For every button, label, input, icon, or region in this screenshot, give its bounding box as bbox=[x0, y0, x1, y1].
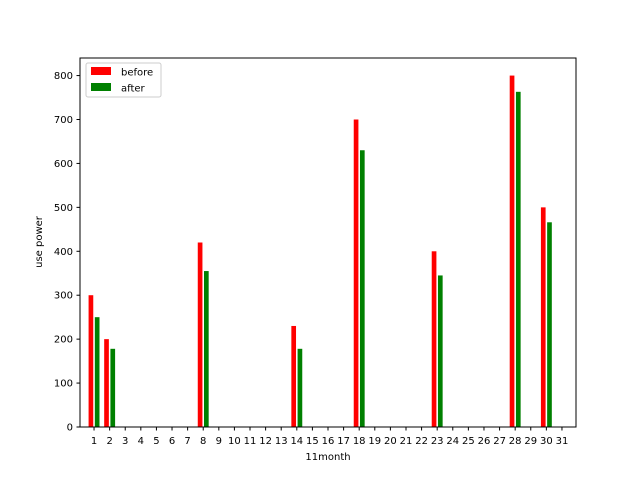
bar-before-1 bbox=[88, 295, 94, 427]
x-tick-label: 16 bbox=[322, 436, 335, 447]
x-tick-label: 20 bbox=[384, 436, 397, 447]
x-tick-label: 8 bbox=[200, 436, 206, 447]
bar-before-2 bbox=[104, 339, 109, 427]
bar-before-14 bbox=[291, 325, 297, 427]
bar-after-18 bbox=[359, 150, 365, 427]
legend-label-before: before bbox=[121, 68, 153, 79]
y-axis-ticks: 0 100 200 300 400 500 600 700 800 bbox=[54, 71, 80, 434]
bar-after-1 bbox=[94, 317, 100, 427]
y-tick-label: 200 bbox=[54, 335, 73, 346]
x-axis-label: 11month bbox=[305, 452, 350, 463]
bar-after-8 bbox=[204, 271, 209, 427]
x-tick-label: 10 bbox=[228, 436, 241, 447]
legend: before after bbox=[85, 62, 162, 98]
x-tick-label: 3 bbox=[122, 436, 128, 447]
x-tick-label: 6 bbox=[169, 436, 175, 447]
x-tick-label: 9 bbox=[216, 436, 222, 447]
bar-before-18 bbox=[353, 119, 359, 427]
y-tick-label: 100 bbox=[54, 379, 73, 390]
x-tick-label: 24 bbox=[446, 436, 459, 447]
x-tick-label: 27 bbox=[493, 436, 506, 447]
x-tick-label: 23 bbox=[431, 436, 444, 447]
y-tick-label: 400 bbox=[54, 247, 73, 258]
x-tick-label: 17 bbox=[337, 436, 350, 447]
y-axis-label: use power bbox=[34, 215, 45, 268]
x-tick-label: 29 bbox=[524, 436, 537, 447]
bar-after-30 bbox=[547, 222, 552, 427]
bar-before-8 bbox=[197, 242, 203, 427]
y-tick-label: 600 bbox=[54, 159, 73, 170]
x-tick-label: 18 bbox=[353, 436, 366, 447]
bar-before-30 bbox=[540, 207, 546, 427]
x-tick-label: 28 bbox=[509, 436, 522, 447]
legend-swatch-before bbox=[91, 67, 111, 75]
x-tick-label: 30 bbox=[540, 436, 553, 447]
x-tick-label: 13 bbox=[275, 436, 288, 447]
x-tick-label: 19 bbox=[368, 436, 381, 447]
x-tick-label: 1 bbox=[91, 436, 97, 447]
bar-before-28 bbox=[509, 75, 515, 427]
bar-after-28 bbox=[515, 91, 521, 427]
x-tick-label: 14 bbox=[290, 436, 303, 447]
bar-after-2 bbox=[110, 348, 116, 427]
bar-after-14 bbox=[297, 348, 303, 427]
x-tick-label: 26 bbox=[478, 436, 491, 447]
legend-label-after: after bbox=[121, 84, 146, 95]
x-tick-label: 7 bbox=[184, 436, 190, 447]
x-tick-label: 5 bbox=[153, 436, 159, 447]
y-tick-label: 500 bbox=[54, 203, 73, 214]
bar-before-23 bbox=[431, 251, 437, 427]
bar-after-23 bbox=[437, 275, 443, 427]
bars-layer bbox=[88, 75, 552, 427]
x-tick-label: 31 bbox=[556, 436, 569, 447]
y-tick-label: 0 bbox=[67, 423, 73, 434]
x-tick-label: 4 bbox=[138, 436, 144, 447]
x-tick-label: 2 bbox=[106, 436, 112, 447]
x-tick-label: 12 bbox=[259, 436, 272, 447]
y-tick-label: 300 bbox=[54, 291, 73, 302]
x-tick-label: 21 bbox=[400, 436, 413, 447]
x-tick-label: 15 bbox=[306, 436, 319, 447]
x-tick-label: 11 bbox=[244, 436, 257, 447]
x-tick-label: 22 bbox=[415, 436, 428, 447]
y-tick-label: 800 bbox=[54, 71, 73, 82]
legend-swatch-after bbox=[91, 83, 111, 91]
x-tick-label: 25 bbox=[462, 436, 475, 447]
x-axis-ticks: 1 2 3 4 5 6 7 8 9 10 11 12 13 14 15 16 17 18 19 20 21 22 23 24 2… bbox=[91, 427, 568, 447]
y-tick-label: 700 bbox=[54, 115, 73, 126]
